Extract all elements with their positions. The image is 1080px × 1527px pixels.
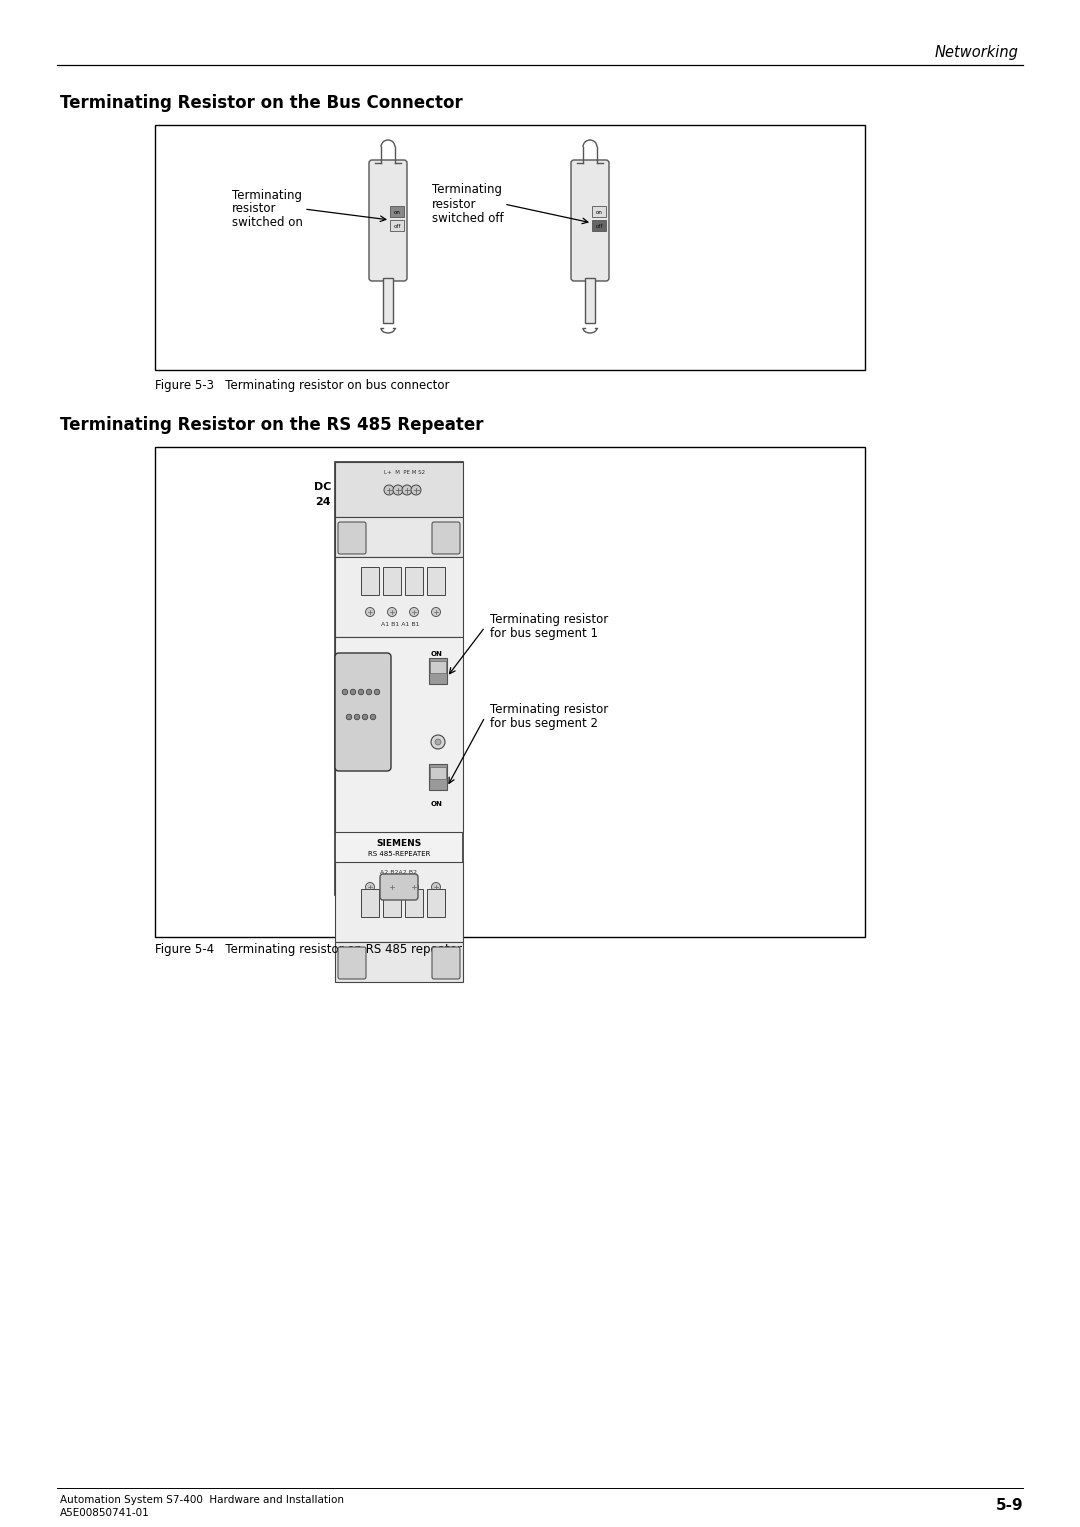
- Text: switched on: switched on: [232, 217, 302, 229]
- Text: Automation System S7-400  Hardware and Installation: Automation System S7-400 Hardware and In…: [60, 1495, 345, 1506]
- Text: L+  M  PE M S2: L+ M PE M S2: [384, 469, 426, 475]
- Text: ON: ON: [431, 651, 443, 657]
- Bar: [335, 637, 463, 832]
- Circle shape: [402, 486, 411, 495]
- Circle shape: [409, 883, 419, 892]
- Text: Terminating resistor: Terminating resistor: [490, 704, 608, 716]
- FancyBboxPatch shape: [432, 522, 460, 554]
- FancyBboxPatch shape: [338, 522, 366, 554]
- Bar: [335, 863, 463, 942]
- Bar: [361, 889, 379, 918]
- Bar: [390, 206, 404, 217]
- Bar: [430, 767, 446, 779]
- Text: SIEMENS: SIEMENS: [376, 840, 421, 849]
- Bar: [427, 567, 445, 596]
- Text: Terminating Resistor on the RS 485 Repeater: Terminating Resistor on the RS 485 Repea…: [60, 415, 484, 434]
- Bar: [585, 278, 595, 324]
- Bar: [427, 889, 445, 918]
- Text: Terminating resistor: Terminating resistor: [490, 614, 608, 626]
- Text: off: off: [595, 224, 603, 229]
- Circle shape: [342, 689, 348, 695]
- Text: Terminating: Terminating: [432, 183, 502, 197]
- Text: resistor: resistor: [432, 197, 476, 211]
- Bar: [383, 889, 401, 918]
- FancyBboxPatch shape: [380, 873, 418, 899]
- Circle shape: [409, 608, 419, 617]
- Text: for bus segment 2: for bus segment 2: [490, 718, 598, 730]
- Circle shape: [370, 715, 376, 719]
- Circle shape: [366, 689, 372, 695]
- Circle shape: [384, 486, 394, 495]
- Circle shape: [350, 689, 355, 695]
- Text: switched off: switched off: [432, 212, 503, 224]
- Circle shape: [432, 608, 441, 617]
- Bar: [361, 567, 379, 596]
- Bar: [390, 220, 404, 231]
- Bar: [430, 661, 446, 673]
- Text: resistor: resistor: [232, 203, 276, 215]
- Bar: [335, 463, 463, 518]
- Text: A5E00850741-01: A5E00850741-01: [60, 1509, 150, 1518]
- Circle shape: [347, 715, 352, 719]
- Text: RS 485-REPEATER: RS 485-REPEATER: [368, 851, 430, 857]
- Bar: [335, 942, 463, 982]
- Text: Terminating: Terminating: [232, 188, 302, 202]
- Text: on: on: [393, 211, 401, 215]
- Circle shape: [365, 883, 375, 892]
- Circle shape: [362, 715, 368, 719]
- Bar: [405, 567, 423, 596]
- Circle shape: [354, 715, 360, 719]
- Bar: [383, 567, 401, 596]
- Bar: [156, 447, 865, 938]
- Bar: [335, 463, 463, 895]
- Circle shape: [388, 608, 396, 617]
- FancyBboxPatch shape: [335, 654, 391, 771]
- FancyBboxPatch shape: [432, 947, 460, 979]
- Text: 24: 24: [315, 496, 330, 507]
- Circle shape: [388, 883, 396, 892]
- FancyBboxPatch shape: [369, 160, 407, 281]
- Circle shape: [359, 689, 364, 695]
- Text: Figure 5-3   Terminating resistor on bus connector: Figure 5-3 Terminating resistor on bus c…: [156, 380, 449, 392]
- Bar: [429, 764, 447, 789]
- Text: Networking: Networking: [934, 44, 1018, 60]
- Circle shape: [435, 739, 441, 745]
- Bar: [335, 518, 463, 557]
- Bar: [335, 557, 463, 637]
- Text: A2 B2A2 B2: A2 B2A2 B2: [380, 869, 418, 875]
- Circle shape: [393, 486, 403, 495]
- Bar: [383, 278, 393, 324]
- Text: DC: DC: [313, 483, 330, 492]
- Text: 5-9: 5-9: [996, 1498, 1023, 1513]
- Bar: [592, 220, 606, 231]
- Circle shape: [411, 486, 421, 495]
- Text: ON: ON: [431, 802, 443, 806]
- Bar: [592, 206, 606, 217]
- Text: off: off: [393, 224, 401, 229]
- Circle shape: [374, 689, 380, 695]
- Bar: [405, 889, 423, 918]
- Circle shape: [365, 608, 375, 617]
- Text: Figure 5-4   Terminating resistor on RS 485 repeater: Figure 5-4 Terminating resistor on RS 48…: [156, 944, 462, 956]
- Text: Terminating Resistor on the Bus Connector: Terminating Resistor on the Bus Connecto…: [60, 95, 462, 111]
- Text: on: on: [595, 211, 603, 215]
- Circle shape: [432, 883, 441, 892]
- Bar: [429, 658, 447, 684]
- Bar: [156, 125, 865, 370]
- Text: for bus segment 1: for bus segment 1: [490, 628, 598, 640]
- FancyBboxPatch shape: [571, 160, 609, 281]
- Circle shape: [431, 734, 445, 750]
- FancyBboxPatch shape: [338, 947, 366, 979]
- Text: A1 B1 A1 B1: A1 B1 A1 B1: [381, 623, 419, 628]
